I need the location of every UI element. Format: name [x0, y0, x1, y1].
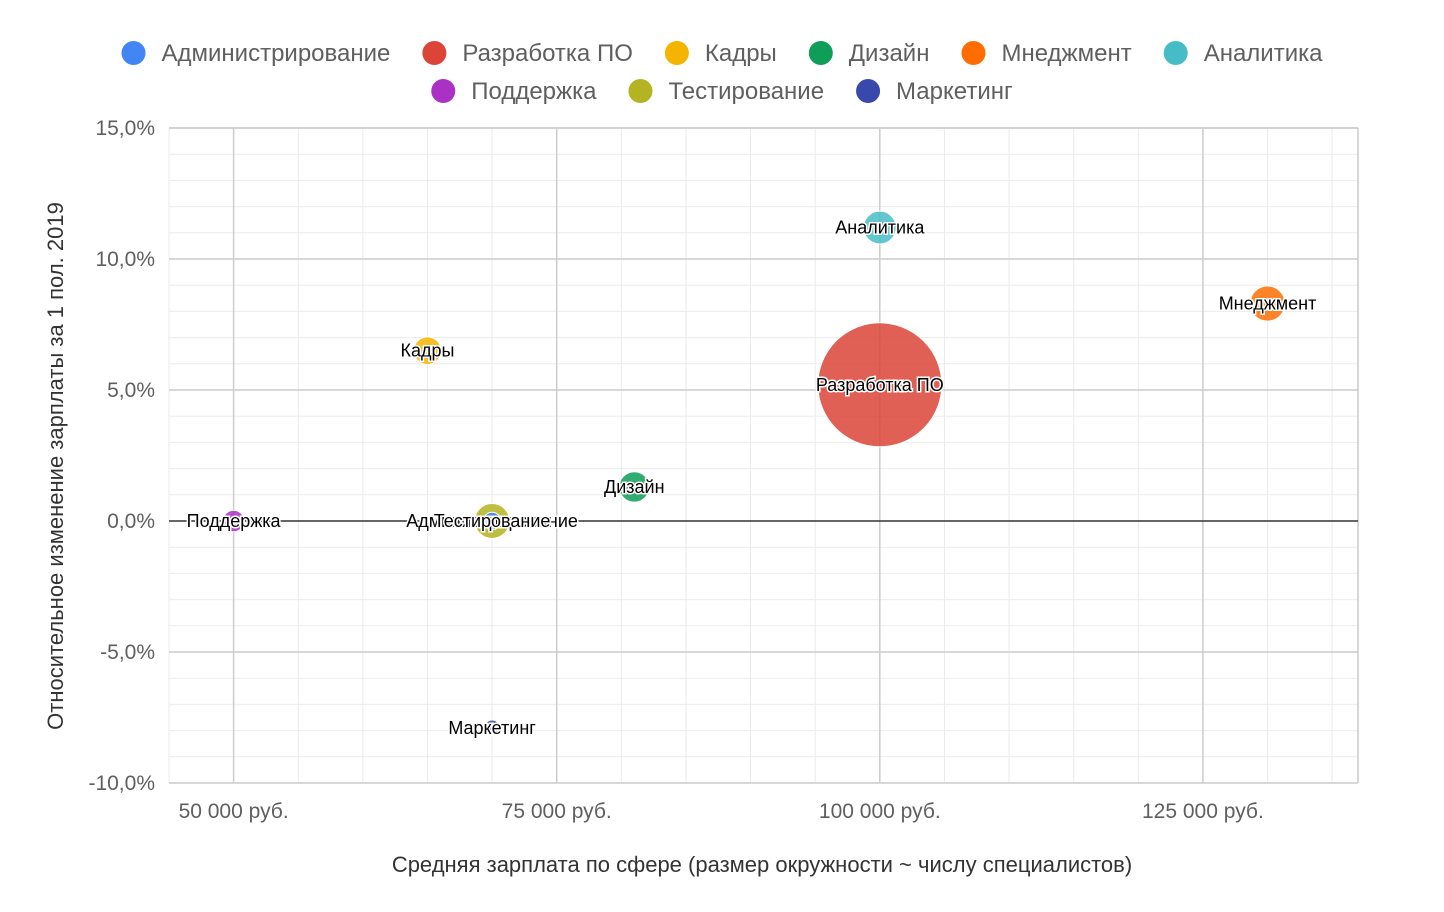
bubble-label: Дизайн	[604, 477, 665, 497]
y-tick-label: -5,0%	[100, 641, 155, 664]
legend-label: Дизайн	[849, 40, 930, 67]
legend-label: Кадры	[705, 40, 777, 67]
bubble-Поддержка	[222, 509, 245, 533]
legend: Администрирование Разработка ПО Кадры Дизай…	[121, 40, 1323, 105]
legend-item: Разработка ПО	[422, 40, 633, 67]
y-axis-title: Относительное изменение зарплаты за 1 по…	[43, 202, 68, 730]
legend-label: Поддержка	[471, 78, 597, 105]
bubble-label: Поддержка	[187, 511, 282, 531]
bubble-Маркетинг	[483, 719, 501, 737]
axes: 15,0% 10,0% 5,0% 0,0% -5,0% -10,0% 50 000 руб.…	[88, 117, 1358, 823]
legend-item: Дизайн	[808, 40, 930, 67]
legend-marker	[431, 79, 456, 103]
y-tick-label: 5,0%	[107, 379, 155, 402]
bubble-labels: Администрирование Разработка ПО Кадры Дизай…	[185, 216, 1318, 739]
y-tick-label: -10,0%	[88, 772, 155, 795]
legend-marker	[628, 79, 653, 103]
legend-marker	[664, 41, 689, 65]
grid	[168, 127, 1359, 784]
bubbles	[222, 210, 1286, 737]
x-tick-label: 125 000 руб.	[1142, 800, 1264, 823]
x-tick-label: 75 000 руб.	[502, 800, 612, 823]
legend-item: Маркетинг	[856, 78, 1013, 105]
legend-marker	[808, 41, 833, 65]
bubble-label: Тестирование	[434, 511, 551, 531]
legend-label: Мнеджмент	[1001, 40, 1131, 67]
legend-marker	[856, 79, 881, 103]
bubble-label: Кадры	[401, 341, 455, 361]
y-tick-label: 0,0%	[107, 510, 155, 533]
legend-item: Аналитика	[1163, 40, 1323, 67]
bubble-label: Аналитика	[835, 218, 925, 238]
legend-label: Тестирование	[668, 78, 824, 105]
legend-marker	[961, 41, 986, 65]
bubble-Кадры	[413, 336, 442, 366]
bubble-Мнеджмент	[1249, 285, 1286, 322]
legend-item: Администрирование	[121, 40, 391, 67]
legend-item: Мнеджмент	[961, 40, 1132, 67]
bubble-Администрирование	[482, 511, 502, 531]
legend-label: Разработка ПО	[462, 40, 633, 67]
bubble-label: Маркетинг	[448, 718, 536, 738]
x-tick-label: 100 000 руб.	[819, 800, 941, 823]
legend-marker	[422, 41, 447, 65]
x-axis-title: Средняя зарплата по сфере (размер окружн…	[392, 852, 1132, 877]
bubble-label: Администрирование	[406, 511, 578, 531]
legend-label: Маркетинг	[896, 78, 1013, 105]
y-tick-label: 15,0%	[95, 117, 155, 140]
bubble-Разработка ПО	[817, 322, 943, 448]
legend-marker	[1163, 41, 1188, 65]
y-tick-label: 10,0%	[95, 248, 155, 271]
bubble-label: Мнеджмент	[1219, 294, 1317, 314]
legend-label: Администрирование	[162, 40, 391, 67]
bubble-label: Разработка ПО	[816, 375, 944, 395]
legend-item: Кадры	[664, 40, 777, 67]
legend-marker	[121, 41, 146, 65]
bubble-Дизайн	[618, 471, 650, 503]
x-tick-label: 50 000 руб.	[179, 800, 289, 823]
bubble-Аналитика	[862, 210, 897, 245]
legend-item: Тестирование	[628, 78, 824, 105]
legend-item: Поддержка	[431, 78, 597, 105]
legend-label: Аналитика	[1204, 40, 1323, 67]
